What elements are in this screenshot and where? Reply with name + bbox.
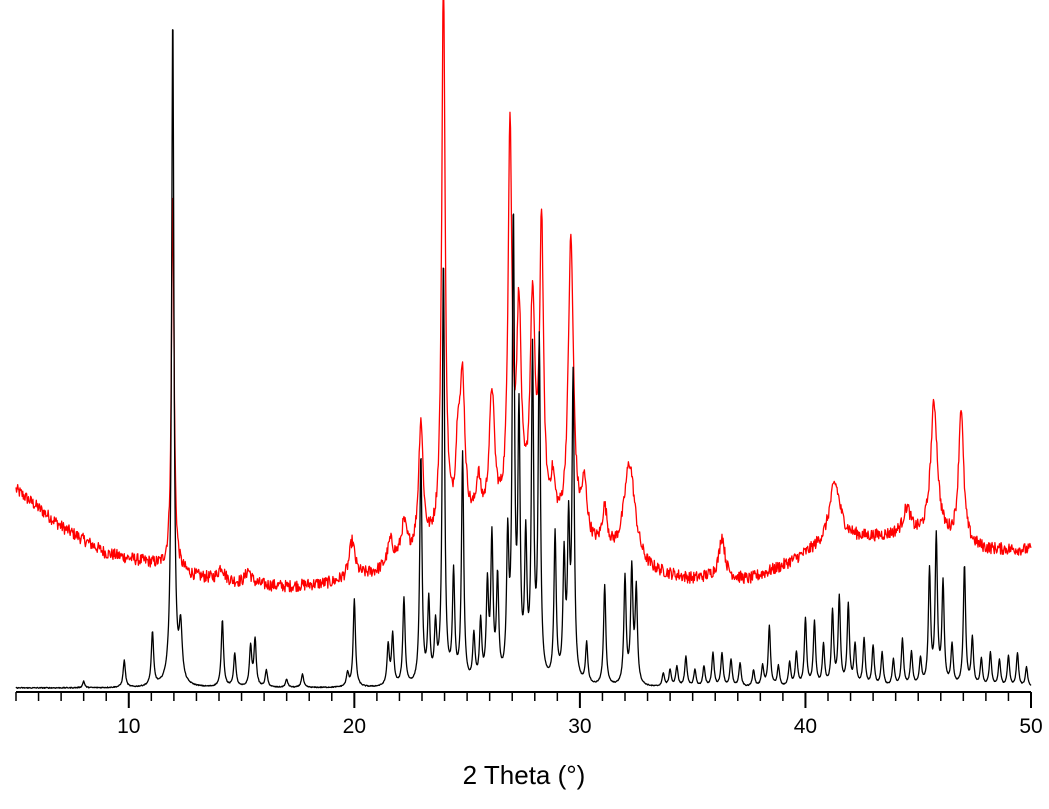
series-line-2 bbox=[15, 29, 1032, 690]
x-tick-label: 20 bbox=[343, 715, 366, 738]
x-axis-title: 2 Theta (°) bbox=[463, 760, 586, 790]
x-tick-label: 50 bbox=[1019, 715, 1042, 738]
x-tick-label: 40 bbox=[794, 715, 817, 738]
x-tick-label: 10 bbox=[117, 715, 140, 738]
series-line-1 bbox=[15, 0, 1032, 593]
x-axis-tick-labels: 10 20 30 40 50 bbox=[117, 715, 1043, 738]
x-tick-label: 30 bbox=[568, 715, 591, 738]
series-layer bbox=[15, 0, 1032, 690]
x-axis-ticks bbox=[15, 692, 1032, 708]
